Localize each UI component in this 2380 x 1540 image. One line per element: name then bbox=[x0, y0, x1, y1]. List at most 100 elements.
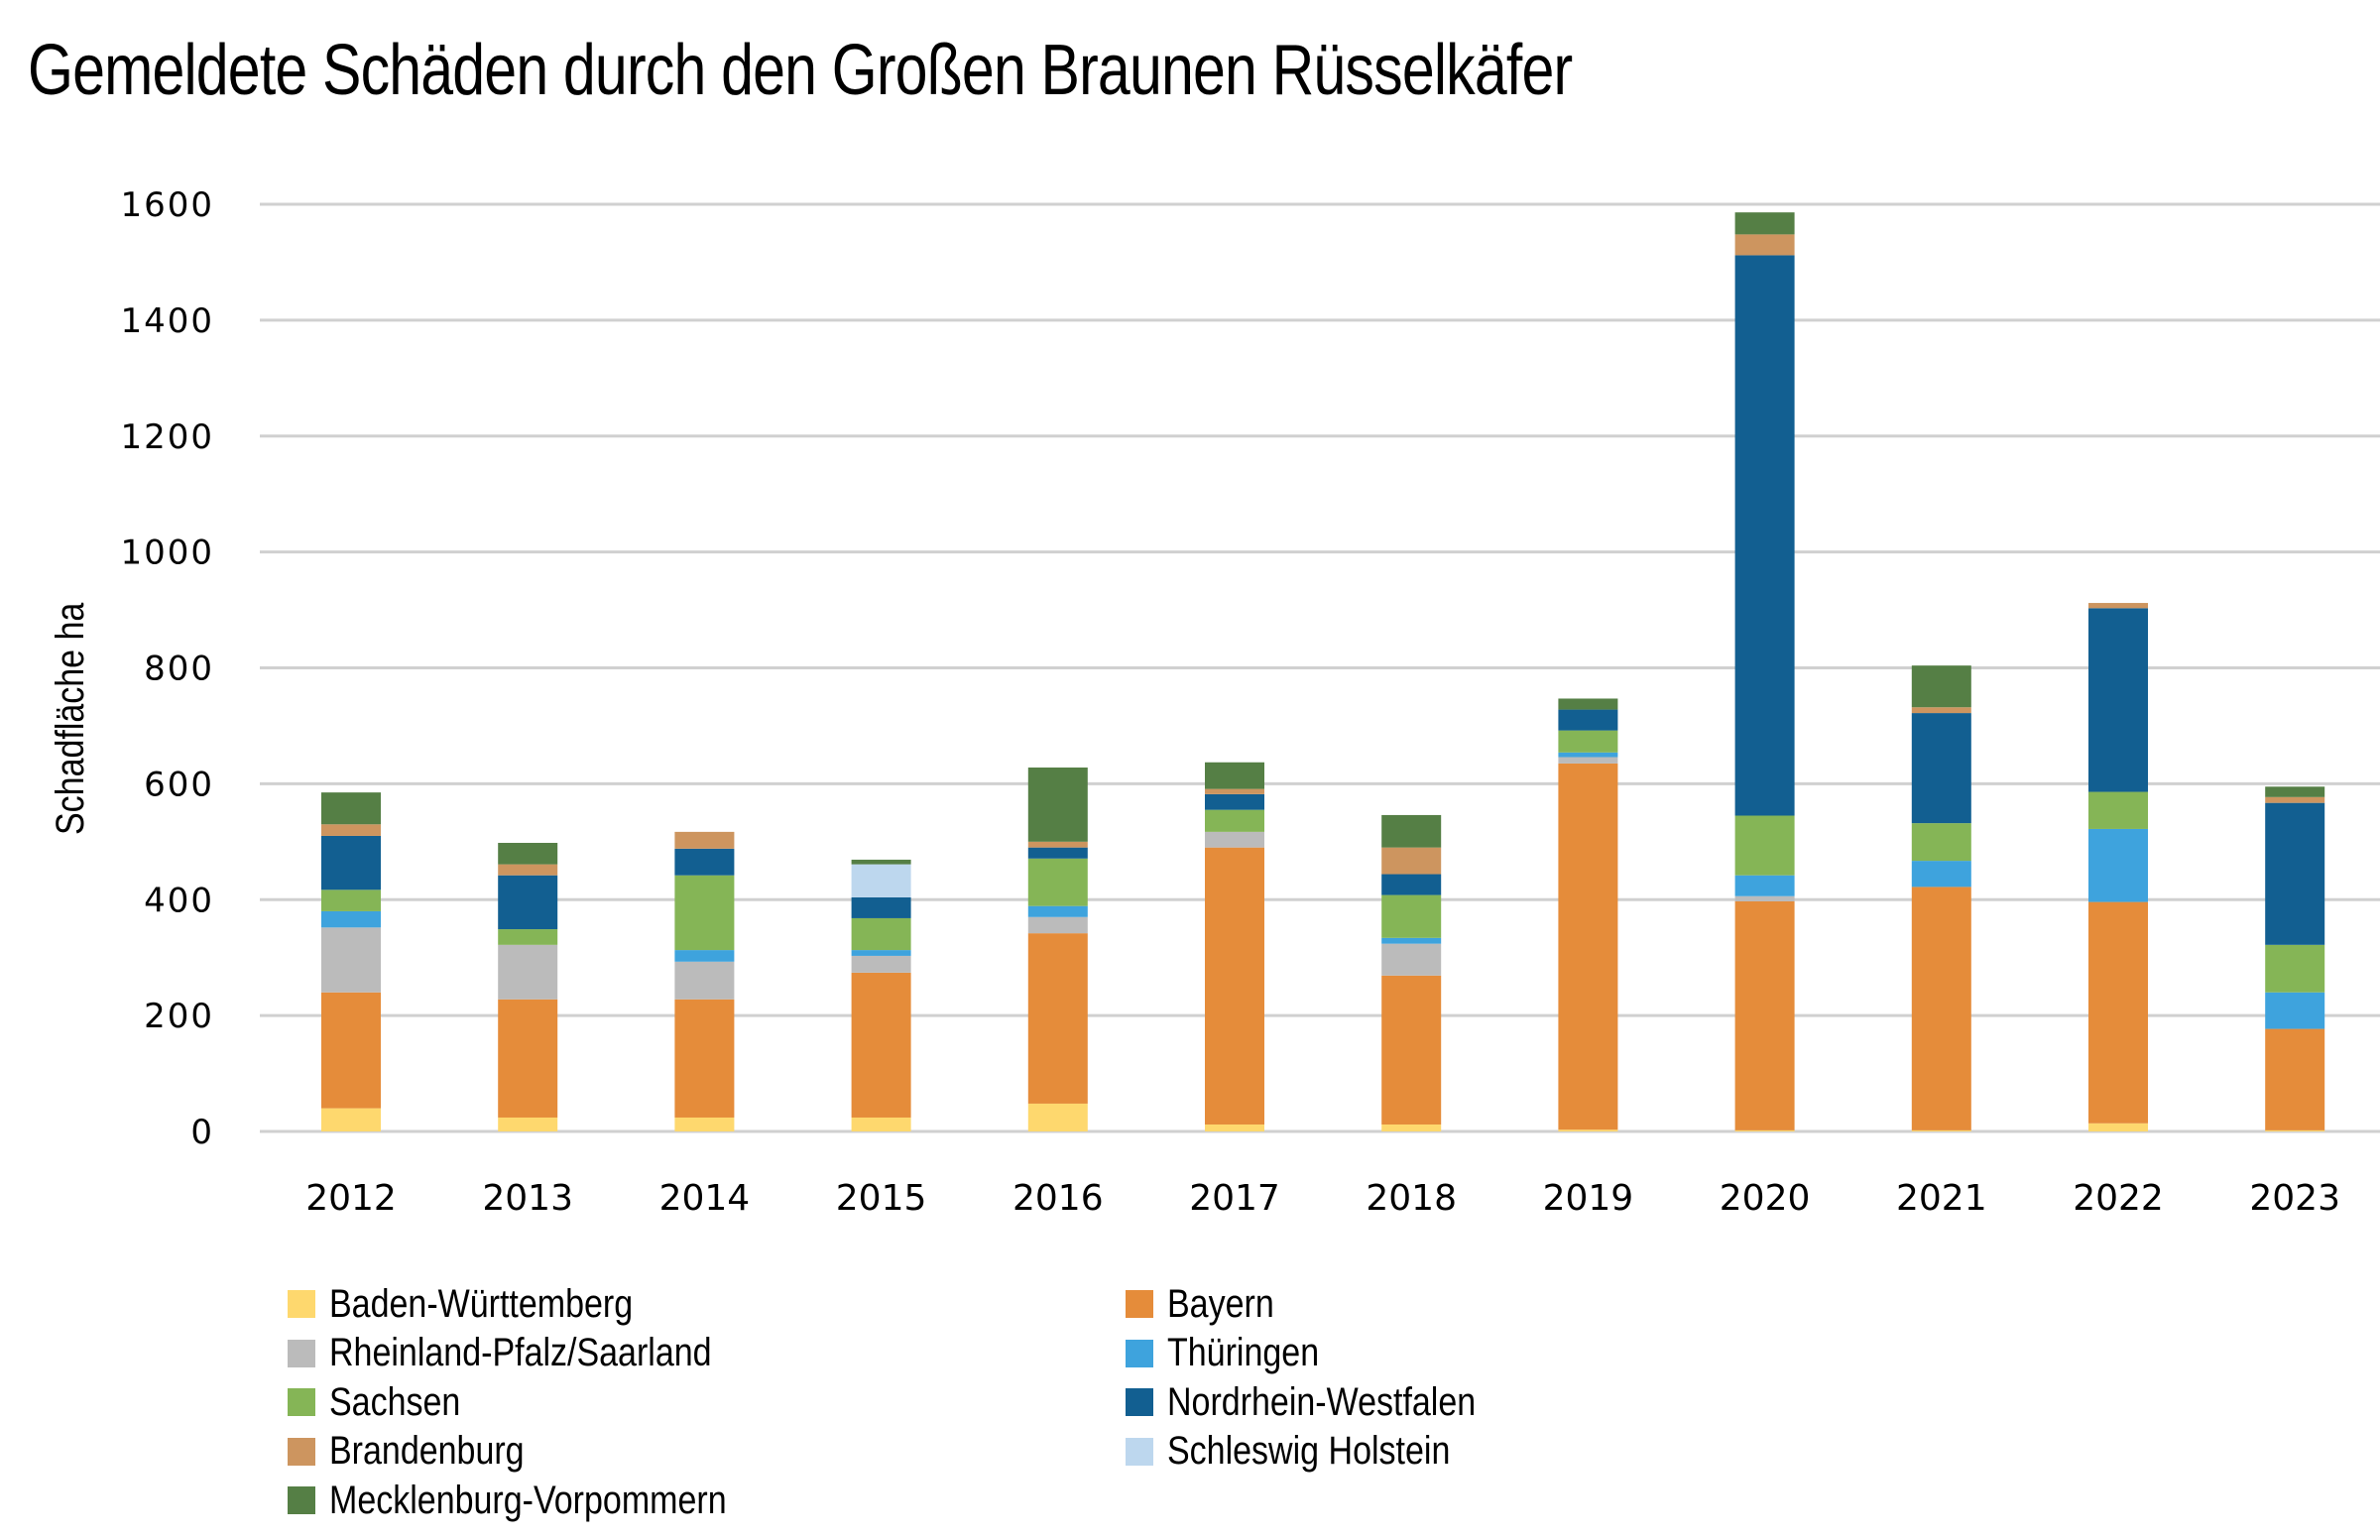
bar-stack-2012: Baden-Württemberg 2012: 40Bayern 2012: 2… bbox=[321, 792, 381, 1131]
bar-segment: Schleswig Holstein 2015: 57 bbox=[851, 864, 911, 897]
bar-segment: Thüringen 2020: 36 bbox=[1734, 875, 1795, 896]
bar-segment: Brandenburg 2023: 10 bbox=[2265, 796, 2325, 803]
x-tick-label: 2020 bbox=[1720, 1178, 1811, 1219]
y-tick-label: 600 bbox=[144, 765, 214, 804]
bar-segment: Thüringen 2015: 10 bbox=[851, 950, 911, 956]
y-axis-label: Schadfläche ha bbox=[47, 602, 91, 835]
legend-item: Nordrhein-Westfalen bbox=[1126, 1377, 1530, 1427]
y-tick-label: 200 bbox=[144, 997, 214, 1036]
bar-segment: Bayern 2022: 382 bbox=[2088, 901, 2148, 1124]
bar-segment: Rheinland-Pfalz/Saarland 2017: 27 bbox=[1205, 831, 1264, 848]
bar-segment: Baden-Württemberg 2022: 14 bbox=[2088, 1123, 2148, 1131]
bar-stack-2013: Baden-Württemberg 2013: 24Bayern 2013: 2… bbox=[498, 842, 558, 1131]
legend-label: Nordrhein-Westfalen bbox=[1167, 1379, 1477, 1424]
bar-segment: Nordrhein-Westfalen 2017: 27 bbox=[1205, 793, 1264, 810]
bar-segment: Bayern 2017: 478 bbox=[1205, 847, 1264, 1125]
bar-stack-2020: Baden-Württemberg 2020: 2Bayern 2020: 39… bbox=[1734, 212, 1795, 1131]
bar-stack-2017: Baden-Württemberg 2017: 12Bayern 2017: 4… bbox=[1205, 762, 1264, 1131]
legend-item: Thüringen bbox=[1126, 1329, 1346, 1378]
bar-segment: Thüringen 2012: 28 bbox=[321, 910, 381, 928]
legend-swatch bbox=[288, 1290, 315, 1318]
legend-item: Bayern bbox=[1126, 1279, 1293, 1329]
x-tick-label: 2023 bbox=[2249, 1178, 2340, 1219]
legend-swatch bbox=[1126, 1388, 1153, 1416]
y-tick-label: 400 bbox=[144, 881, 214, 920]
legend-label: Schleswig Holstein bbox=[1167, 1429, 1451, 1473]
bar-segment: Mecklenburg-Vorpommern 2015: 8 bbox=[851, 859, 911, 865]
bar-segment: Nordrhein-Westfalen 2016: 19 bbox=[1027, 847, 1088, 859]
bar-segment: Thüringen 2021: 45 bbox=[1911, 861, 1971, 888]
bar-segment: Nordrhein-Westfalen 2012: 93 bbox=[321, 835, 381, 890]
bar-segment: Baden-Württemberg 2023: 2 bbox=[2265, 1129, 2325, 1131]
bar-segment: Brandenburg 2022: 9 bbox=[2088, 603, 2148, 609]
bar-segment: Nordrhein-Westfalen 2021: 190 bbox=[1911, 713, 1971, 824]
bar-stack-2021: Baden-Württemberg 2021: 2Bayern 2021: 42… bbox=[1911, 665, 1971, 1131]
legend-label: Mecklenburg-Vorpommern bbox=[329, 1478, 727, 1522]
bar-segment: Baden-Württemberg 2014: 24 bbox=[674, 1117, 735, 1131]
bar-segment: Nordrhein-Westfalen 2015: 36 bbox=[851, 896, 911, 918]
y-tick-label: 1600 bbox=[120, 185, 214, 225]
x-tick-label: 2015 bbox=[836, 1178, 927, 1219]
legend-label: Bayern bbox=[1167, 1281, 1274, 1326]
bar-stack-2022: Baden-Württemberg 2022: 14Bayern 2022: 3… bbox=[2088, 603, 2148, 1131]
bar-segment: Bayern 2013: 204 bbox=[498, 999, 558, 1118]
bar-segment: Mecklenburg-Vorpommern 2023: 18 bbox=[2265, 786, 2325, 797]
bar-segment: Sachsen 2017: 38 bbox=[1205, 809, 1264, 832]
bar-segment: Brandenburg 2018: 46 bbox=[1381, 847, 1442, 875]
bar-segment: Thüringen 2018: 10 bbox=[1381, 937, 1442, 944]
bar-segment: Bayern 2016: 294 bbox=[1027, 933, 1088, 1104]
x-tick-label: 2013 bbox=[482, 1178, 573, 1219]
bar-segment: Thüringen 2022: 126 bbox=[2088, 828, 2148, 902]
bar-segment: Bayern 2015: 250 bbox=[851, 972, 911, 1118]
bar-segment: Mecklenburg-Vorpommern 2013: 37 bbox=[498, 842, 558, 865]
x-tick-label: 2016 bbox=[1012, 1178, 1104, 1219]
bar-segment: Mecklenburg-Vorpommern 2019: 19 bbox=[1558, 698, 1618, 710]
bar-segment: Mecklenburg-Vorpommern 2020: 38 bbox=[1734, 212, 1795, 235]
bar-stack-2015: Baden-Württemberg 2015: 24Bayern 2015: 2… bbox=[851, 859, 911, 1131]
bar-segment: Mecklenburg-Vorpommern 2012: 55 bbox=[321, 792, 381, 825]
bar-segment: Baden-Württemberg 2012: 40 bbox=[321, 1108, 381, 1131]
bar-segment: Bayern 2020: 395 bbox=[1734, 901, 1795, 1130]
legend-label: Rheinland-Pfalz/Saarland bbox=[329, 1331, 712, 1374]
bar-segment: Baden-Württemberg 2019: 3 bbox=[1558, 1129, 1618, 1131]
bar-segment: Nordrhein-Westfalen 2023: 245 bbox=[2265, 802, 2325, 945]
legend-swatch bbox=[288, 1388, 315, 1416]
legend-swatch bbox=[1126, 1437, 1153, 1466]
bar-segment: Rheinland-Pfalz/Saarland 2014: 65 bbox=[674, 961, 735, 1000]
legend-label: Baden-Württemberg bbox=[329, 1281, 634, 1326]
bar-segment: Baden-Württemberg 2021: 2 bbox=[1911, 1129, 1971, 1131]
bar-stack-2019: Baden-Württemberg 2019: 3Bayern 2019: 63… bbox=[1558, 698, 1618, 1131]
x-tick-label: 2022 bbox=[2073, 1178, 2164, 1219]
bar-segment: Mecklenburg-Vorpommern 2021: 72 bbox=[1911, 665, 1971, 708]
bar-segment: Baden-Württemberg 2013: 24 bbox=[498, 1117, 558, 1131]
chart-title: Gemeldete Schäden durch den Großen Braun… bbox=[28, 31, 1573, 110]
x-tick-label: 2018 bbox=[1366, 1178, 1457, 1219]
bar-segment: Rheinland-Pfalz/Saarland 2012: 112 bbox=[321, 927, 381, 993]
bar-segment: Sachsen 2014: 129 bbox=[674, 875, 735, 951]
bar-segment: Bayern 2023: 175 bbox=[2265, 1028, 2325, 1130]
bar-segment: Thüringen 2014: 20 bbox=[674, 950, 735, 962]
legend-swatch bbox=[1126, 1339, 1153, 1367]
x-axis-ticks: 2012 2013 2014 2015 2016 2017 2018 2019 2020 2021… bbox=[305, 1178, 2340, 1219]
bar-stack-2014: Baden-Württemberg 2014: 24Bayern 2014: 2… bbox=[674, 831, 735, 1131]
legend-swatch bbox=[288, 1339, 315, 1367]
bar-segment: Nordrhein-Westfalen 2022: 317 bbox=[2088, 608, 2148, 792]
bar-segment: Brandenburg 2020: 36 bbox=[1734, 234, 1795, 256]
bar-segment: Thüringen 2023: 63 bbox=[2265, 992, 2325, 1029]
bar-segment: Nordrhein-Westfalen 2014: 46 bbox=[674, 848, 735, 876]
legend-item: Sachsen bbox=[288, 1377, 484, 1427]
legend-item: Schleswig Holstein bbox=[1126, 1427, 1500, 1477]
legend-item: Baden-Württemberg bbox=[288, 1279, 686, 1329]
bar-segment: Baden-Württemberg 2016: 48 bbox=[1027, 1103, 1088, 1131]
bars: Baden-Württemberg 2012: 40Bayern 2012: 2… bbox=[321, 212, 2325, 1131]
bar-segment: Mecklenburg-Vorpommern 2018: 56 bbox=[1381, 814, 1442, 848]
bar-segment: Mecklenburg-Vorpommern 2016: 128 bbox=[1027, 768, 1088, 842]
bar-stack-2018: Baden-Württemberg 2018: 12Bayern 2018: 2… bbox=[1381, 814, 1442, 1131]
legend-label: Brandenburg bbox=[329, 1429, 525, 1473]
legend-item: Rheinland-Pfalz/Saarland bbox=[288, 1329, 779, 1378]
legend-swatch bbox=[1126, 1290, 1153, 1318]
bar-segment: Bayern 2014: 204 bbox=[674, 999, 735, 1118]
bar-segment: Sachsen 2015: 55 bbox=[851, 917, 911, 951]
bar-segment: Brandenburg 2016: 10 bbox=[1027, 841, 1088, 848]
legend-swatch bbox=[288, 1486, 315, 1514]
